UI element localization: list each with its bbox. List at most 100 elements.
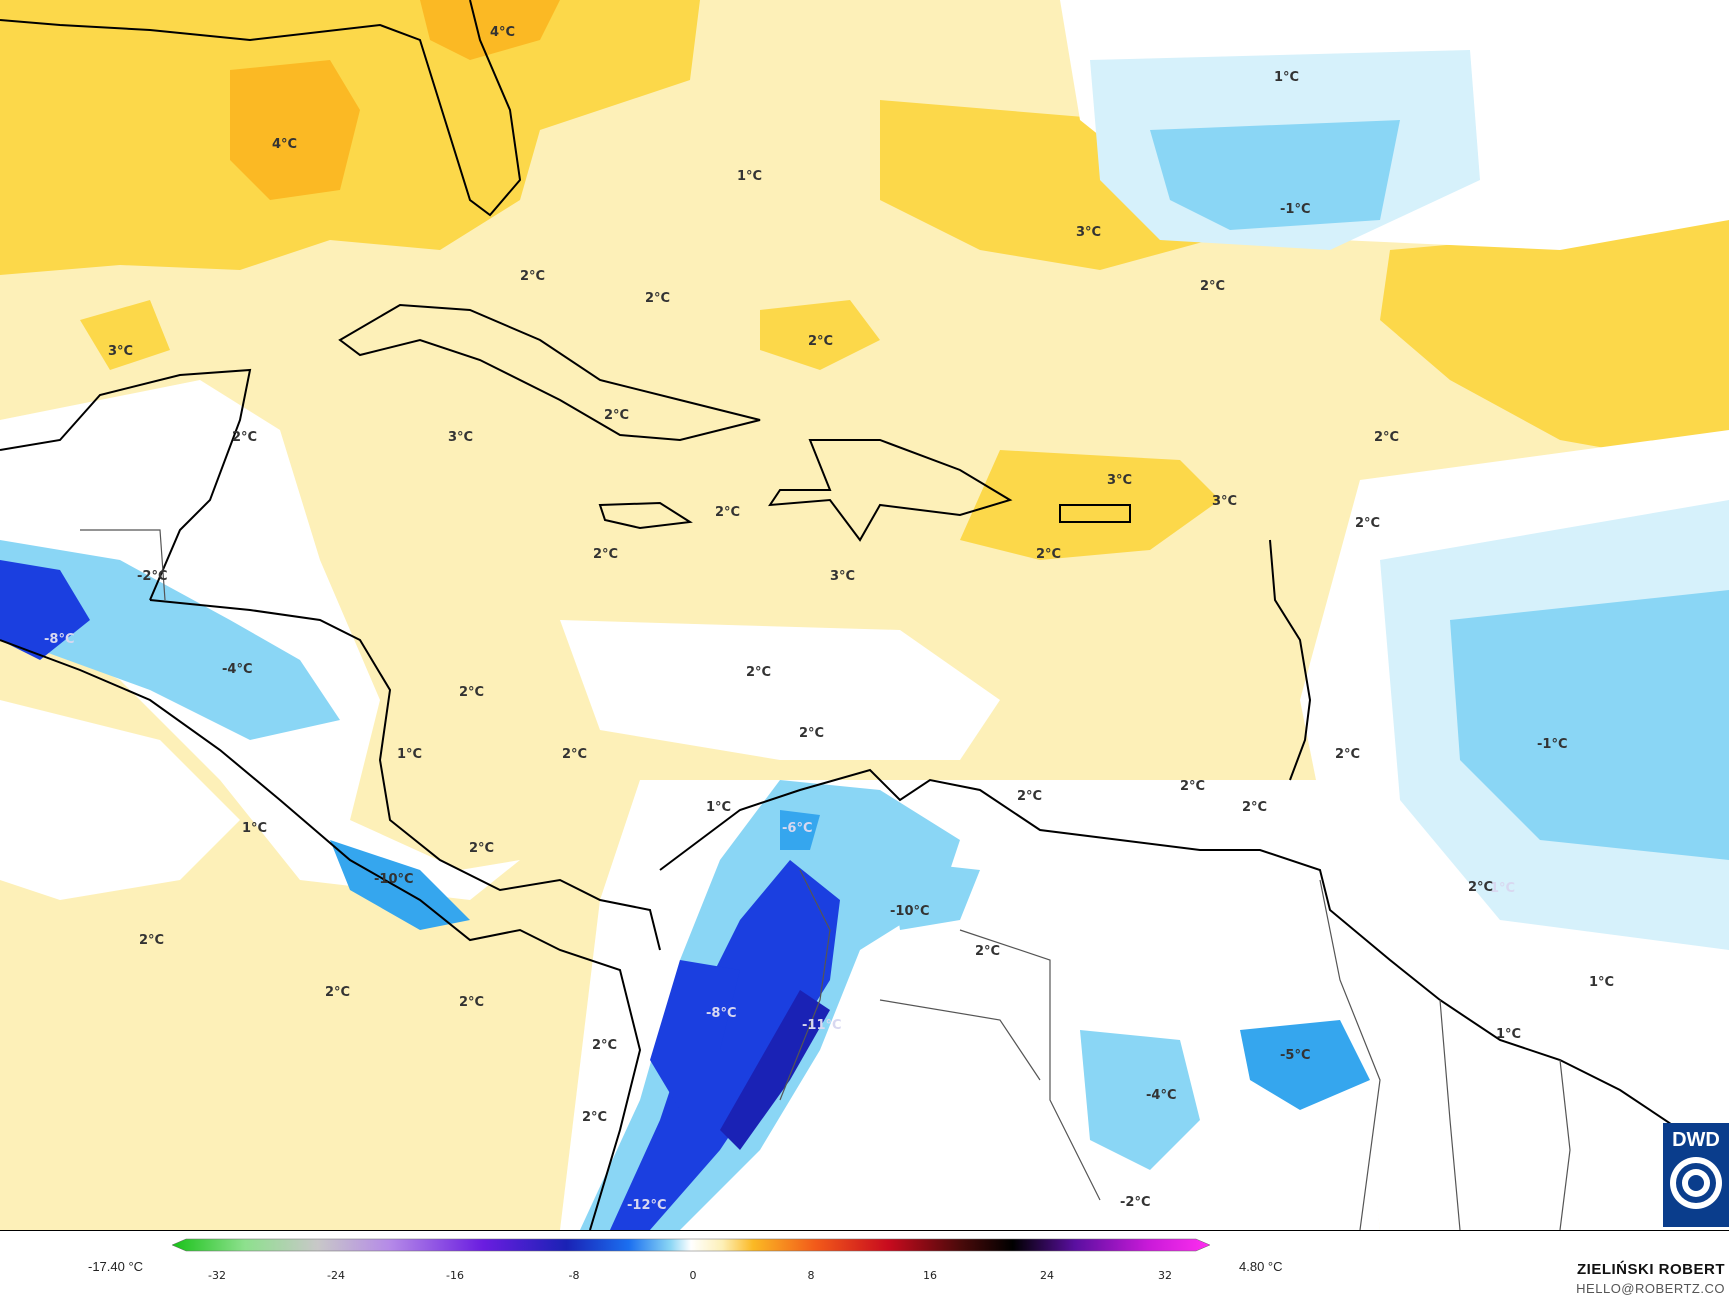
cold-zone-central-america (0, 540, 340, 740)
cold-zone-andes-core (610, 860, 840, 1230)
border-5 (1439, 999, 1461, 1230)
temp-label: 2°C (562, 747, 587, 762)
isotherm-labels: 4°C 4°C 1°C 3°C -1°C 2°C 2°C 2°C 1°C 2°C… (44, 25, 1614, 1213)
temp-label: -4°C (222, 662, 252, 677)
temp-label: 2°C (1468, 880, 1493, 895)
coastline-us-gulf (0, 0, 522, 217)
temp-label: 2°C (593, 547, 618, 562)
temp-label: 2°C (1180, 779, 1205, 794)
temp-label: 2°C (1242, 800, 1267, 815)
temperature-anomaly-map: 4°C 4°C 1°C 3°C -1°C 2°C 2°C 2°C 1°C 2°C… (0, 0, 1729, 1230)
temp-label: 3°C (1107, 473, 1132, 488)
temp-label: -6°C (782, 821, 812, 836)
temp-label: 2°C (1355, 516, 1380, 531)
cold-zone-magdalena (780, 810, 820, 850)
author-credit: ZIELIŃSKI ROBERT (1576, 1261, 1725, 1278)
temp-label: 2°C (975, 944, 1000, 959)
dwd-logo: DWD (1663, 1123, 1729, 1227)
coastlines (0, 0, 1729, 1230)
cold-zone-guyana (1240, 1020, 1370, 1110)
temp-label: 2°C (459, 685, 484, 700)
legend-max-value: 4.80 °C (1239, 1259, 1283, 1274)
temp-label: 3°C (448, 430, 473, 445)
neutral-zone-pacific (0, 700, 240, 900)
temp-label: 2°C (746, 665, 771, 680)
coastline-yucatan (0, 368, 252, 601)
temp-label: 2°C (592, 1038, 617, 1053)
temp-label: 1°C (737, 169, 762, 184)
temp-label: 2°C (469, 841, 494, 856)
temp-label: 2°C (799, 726, 824, 741)
temp-label: 2°C (1017, 789, 1042, 804)
temp-label: 1°C (1490, 881, 1515, 896)
cold-zone-venezuela-north (890, 860, 980, 930)
temp-label: 1°C (706, 800, 731, 815)
colorbar-tick: -8 (569, 1269, 580, 1282)
colorbar: -32 -24 -16 -8 0 8 16 24 32 (171, 1238, 1211, 1282)
temp-label: 1°C (1496, 1027, 1521, 1042)
temp-label: -8°C (706, 1006, 736, 1021)
temp-label: 3°C (1076, 225, 1101, 240)
temp-label: 1°C (242, 821, 267, 836)
colorbar-gradient (171, 1238, 1211, 1252)
coastline-hispaniola (768, 439, 1013, 542)
border-4 (1319, 879, 1381, 1230)
temp-label: -12°C (627, 1198, 667, 1213)
temp-label: 4°C (490, 25, 515, 40)
border-1 (80, 529, 166, 601)
temp-label: 2°C (645, 291, 670, 306)
temp-label: -2°C (1120, 1195, 1150, 1210)
warm-zone-west (80, 300, 170, 370)
temp-label: -10°C (374, 872, 414, 887)
coastline-lesser-antilles (1269, 539, 1312, 781)
temp-label: 2°C (1036, 547, 1061, 562)
temp-label: 2°C (604, 408, 629, 423)
legend-min-value: -17.40 °C (88, 1259, 144, 1274)
warm-core-florida (420, 0, 560, 60)
border-7 (879, 999, 1041, 1081)
coastline-jamaica (598, 501, 693, 530)
coastline-puerto-rico (1059, 504, 1131, 523)
temp-label: 1°C (1589, 975, 1614, 990)
coastline-cuba (338, 303, 761, 442)
temp-label: 2°C (715, 505, 740, 520)
temp-label: -1°C (1537, 737, 1567, 752)
warm-core-gulf (230, 60, 360, 200)
colorbar-tick: -16 (446, 1269, 464, 1282)
colorbar-legend: -32 -24 -16 -8 0 8 16 24 32 (0, 1230, 1729, 1288)
temp-label: 3°C (108, 344, 133, 359)
dwd-spiral-icon (1670, 1157, 1722, 1209)
colorbar-tick: 8 (808, 1269, 815, 1282)
dwd-logo-text: DWD (1672, 1129, 1720, 1151)
temp-label: -10°C (890, 904, 930, 919)
warm-zone-east (1380, 220, 1729, 470)
coastline-colombia-venezuela (659, 768, 1729, 1171)
cold-zone-venezuela-south (1080, 1030, 1200, 1170)
neutral-zone-carib (560, 620, 1000, 760)
cold-zone-andes-darkest (720, 990, 830, 1150)
temp-label: 2°C (1200, 279, 1225, 294)
border-3 (959, 929, 1101, 1201)
temp-label: -2°C (137, 569, 167, 584)
author-email: HELLO@ROBERTZ.CO (1576, 1281, 1725, 1296)
border-2 (779, 869, 831, 1101)
coastline-pacific-ca (0, 639, 642, 1230)
temp-label: 2°C (808, 334, 833, 349)
temp-label: 2°C (1335, 747, 1360, 762)
temp-label: -11°C (802, 1018, 842, 1033)
colorbar-tick: -32 (208, 1269, 226, 1282)
temp-label: 1°C (397, 747, 422, 762)
colorbar-tick: 0 (690, 1269, 697, 1282)
temp-label: -5°C (1280, 1048, 1310, 1063)
colorbar-tick: -24 (327, 1269, 345, 1282)
warm-zone-antilles (760, 300, 880, 370)
temp-label: 2°C (325, 985, 350, 1000)
temp-label: -8°C (44, 632, 74, 647)
temp-label: 1°C (1274, 70, 1299, 85)
temp-label: 3°C (1212, 494, 1237, 509)
temp-label: 3°C (830, 569, 855, 584)
colorbar-tick: 24 (1040, 1269, 1054, 1282)
temp-label: 4°C (272, 137, 297, 152)
cold-zone-guatemala (0, 560, 90, 660)
colorbar-tick: 32 (1158, 1269, 1172, 1282)
